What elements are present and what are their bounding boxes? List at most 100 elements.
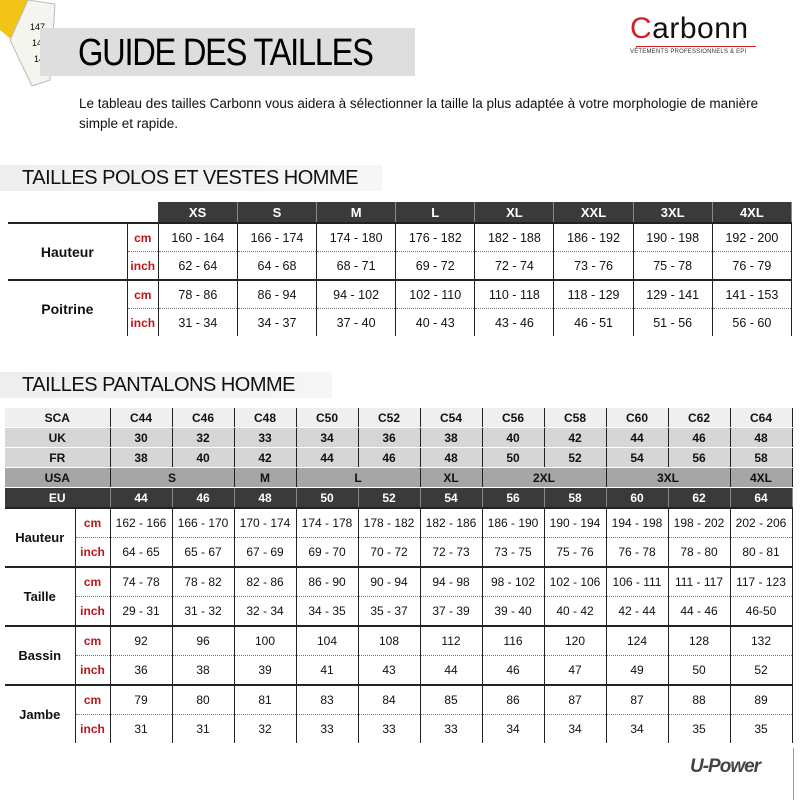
size-value: 39 — [234, 655, 297, 685]
measure-label: Hauteur — [5, 507, 75, 567]
table-row: inch 64 - 65 65 - 67 67 - 69 69 - 70 70 - 72 7… — [5, 537, 793, 567]
size-value: 51 - 56 — [633, 308, 713, 336]
size-value: 176 - 182 — [395, 222, 476, 252]
size-code: M — [234, 467, 297, 488]
size-code: 46 — [358, 447, 421, 468]
size-value: 110 - 118 — [474, 279, 555, 309]
size-value: 43 — [358, 655, 421, 685]
size-value: 41 — [296, 655, 359, 685]
size-value: 132 — [730, 625, 793, 656]
size-value: 174 - 178 — [296, 507, 359, 538]
page-title: GUIDE DES TAILLES — [78, 32, 374, 74]
brand-tagline: VÊTEMENTS PROFESSIONNELS & EPI — [630, 49, 747, 55]
size-value: 198 - 202 — [668, 507, 731, 538]
size-code: 30 — [110, 427, 173, 448]
size-value: 34 — [544, 714, 607, 743]
size-code: 54 — [420, 487, 483, 508]
size-value: 88 — [668, 684, 731, 715]
size-value: 102 - 110 — [395, 279, 476, 309]
unit-label: cm — [126, 222, 159, 252]
size-value: 75 - 76 — [544, 537, 607, 567]
size-value: 69 - 72 — [395, 251, 476, 280]
size-code: C44 — [110, 408, 173, 428]
size-value: 174 - 180 — [316, 222, 397, 252]
size-value: 111 - 117 — [668, 566, 731, 597]
size-value: 31 - 34 — [158, 308, 238, 336]
size-code: 44 — [606, 427, 669, 448]
size-value: 42 - 44 — [606, 596, 669, 626]
size-value: 56 - 60 — [712, 308, 793, 336]
size-value: 194 - 198 — [606, 507, 669, 538]
size-value: 190 - 198 — [633, 222, 713, 252]
size-value: 34 - 35 — [296, 596, 359, 626]
size-code: 2XL — [482, 467, 607, 488]
size-code: C50 — [296, 408, 359, 428]
measure-label: Taille — [5, 566, 75, 626]
unit-label: cm — [74, 566, 111, 597]
table-row: inch 29 - 31 31 - 32 32 - 34 34 - 35 35 - 37 3… — [5, 596, 793, 626]
size-header: XS — [158, 202, 238, 223]
size-code: C56 — [482, 408, 545, 428]
conversion-row-usa: USA S M L XL 2XL 3XL 4XL — [5, 467, 793, 488]
size-code: 34 — [296, 427, 359, 448]
size-value: 166 - 170 — [172, 507, 235, 538]
size-value: 69 - 70 — [296, 537, 359, 567]
size-header: 4XL — [712, 202, 793, 223]
size-code: C60 — [606, 408, 669, 428]
size-value: 79 — [110, 684, 173, 715]
size-code: C52 — [358, 408, 421, 428]
size-value: 82 - 86 — [234, 566, 297, 597]
size-code: 4XL — [730, 467, 793, 488]
size-value: 89 — [730, 684, 793, 715]
size-value: 84 — [358, 684, 421, 715]
size-value: 73 - 76 — [553, 251, 634, 280]
tape-number: 147 — [30, 22, 45, 32]
unit-label: cm — [74, 684, 111, 715]
size-code: C64 — [730, 408, 793, 428]
polos-size-table: XS S M L XL XXL 3XL 4XL Hauteur cm 160 - 164 166 - … — [8, 202, 793, 336]
size-value: 64 - 68 — [237, 251, 318, 280]
size-value: 190 - 194 — [544, 507, 607, 538]
title-background — [40, 28, 415, 76]
measure-label: Hauteur — [8, 222, 128, 280]
size-code: 48 — [420, 447, 483, 468]
size-value: 80 — [172, 684, 235, 715]
size-value: 72 - 73 — [420, 537, 483, 567]
size-code: C48 — [234, 408, 297, 428]
size-value: 34 — [482, 714, 545, 743]
size-code: 52 — [358, 487, 421, 508]
size-value: 100 — [234, 625, 297, 656]
size-value: 186 - 192 — [553, 222, 634, 252]
size-value: 178 - 182 — [358, 507, 421, 538]
size-value: 120 — [544, 625, 607, 656]
size-value: 32 — [234, 714, 297, 743]
size-code: 42 — [544, 427, 607, 448]
size-value: 98 - 102 — [482, 566, 545, 597]
size-code: 54 — [606, 447, 669, 468]
table-row: inch 62 - 64 64 - 68 68 - 71 69 - 72 72 - 74 7… — [8, 251, 793, 280]
size-value: 86 — [482, 684, 545, 715]
size-header: 3XL — [633, 202, 713, 223]
size-value: 86 - 90 — [296, 566, 359, 597]
size-code: 40 — [482, 427, 545, 448]
size-value: 182 - 186 — [420, 507, 483, 538]
size-value: 94 - 98 — [420, 566, 483, 597]
size-value: 31 — [172, 714, 235, 743]
carbonn-logo: Carbonn VÊTEMENTS PROFESSIONNELS & EPI — [630, 14, 775, 55]
size-value: 166 - 174 — [237, 222, 318, 252]
tape-number: 148 — [32, 38, 47, 48]
size-code: C58 — [544, 408, 607, 428]
size-value: 35 — [730, 714, 793, 743]
size-code: 46 — [172, 487, 235, 508]
size-value: 94 - 102 — [316, 279, 397, 309]
size-code: 64 — [730, 487, 793, 508]
divider — [793, 748, 794, 800]
size-value: 202 - 206 — [730, 507, 793, 538]
size-value: 87 — [606, 684, 669, 715]
size-value: 31 - 32 — [172, 596, 235, 626]
size-value: 50 — [668, 655, 731, 685]
size-value: 37 - 39 — [420, 596, 483, 626]
size-value: 124 — [606, 625, 669, 656]
size-code: 44 — [110, 487, 173, 508]
